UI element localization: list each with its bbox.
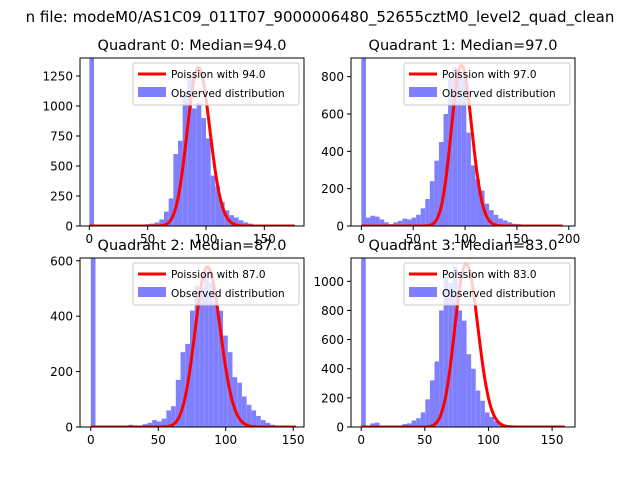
histogram-bar xyxy=(199,288,204,427)
legend-observed-swatch xyxy=(138,287,166,297)
y-tick-label: 0 xyxy=(65,220,73,234)
legend: Poission with 87.0 Observed distribution xyxy=(133,263,299,305)
histogram-bar xyxy=(192,108,197,226)
y-tick-label: 200 xyxy=(321,391,344,405)
y-tick-label: 400 xyxy=(321,145,344,159)
histogram-bar xyxy=(211,176,216,226)
histogram-bar xyxy=(421,208,426,226)
legend: Poission with 97.0 Observed distribution xyxy=(404,63,570,105)
histogram-bar xyxy=(430,181,435,226)
y-tick-label: 200 xyxy=(50,365,73,379)
quadrant-title: Quadrant 3: Median=83.0 xyxy=(369,238,558,254)
quadrant-1-plot-area xyxy=(361,0,562,226)
y-tick-label: 1000 xyxy=(42,100,73,114)
legend-observed-swatch xyxy=(409,287,437,297)
histogram-bar xyxy=(416,215,421,226)
legend: Poission with 94.0 Observed distribution xyxy=(133,63,299,105)
histogram-bar xyxy=(471,369,476,427)
y-tick-label: 0 xyxy=(336,421,344,435)
x-tick-label: 100 xyxy=(477,433,500,447)
quadrant-title: Quadrant 1: Median=97.0 xyxy=(369,38,558,54)
x-tick-label: 0 xyxy=(358,232,366,246)
histogram-bar xyxy=(471,165,476,226)
x-tick-label: 0 xyxy=(87,433,95,447)
histogram-bar xyxy=(425,399,430,427)
legend-observed-swatch xyxy=(409,87,437,97)
x-tick-label: 50 xyxy=(417,433,432,447)
y-tick-label: 250 xyxy=(50,190,73,204)
histogram-bar xyxy=(457,310,462,427)
histogram-bar xyxy=(370,216,375,226)
histogram-bar xyxy=(476,391,481,427)
y-tick-label: 500 xyxy=(50,160,73,174)
x-tick-label: 150 xyxy=(541,433,564,447)
histogram-bar xyxy=(430,380,435,427)
quadrant-0-plot-area xyxy=(89,0,294,226)
y-tick-label: 800 xyxy=(321,304,344,318)
legend-poisson-label: Poission with 97.0 xyxy=(442,69,537,81)
legend-poisson-label: Poission with 87.0 xyxy=(171,269,266,281)
y-tick-label: 750 xyxy=(50,130,73,144)
y-tick-label: 0 xyxy=(336,220,344,234)
histogram-bar xyxy=(467,354,472,427)
legend-observed-label: Observed distribution xyxy=(171,288,285,300)
histogram-bar xyxy=(206,138,211,226)
x-tick-label: 200 xyxy=(557,232,580,246)
y-tick-label: 0 xyxy=(65,421,73,435)
y-tick-label: 600 xyxy=(321,108,344,122)
x-tick-label: 0 xyxy=(357,433,365,447)
histogram-bar xyxy=(489,417,494,427)
legend-observed-label: Observed distribution xyxy=(442,88,556,100)
y-tick-label: 1000 xyxy=(313,275,344,289)
y-tick-label: 1250 xyxy=(42,70,73,84)
histogram-bar xyxy=(466,133,471,226)
histogram-bar xyxy=(462,321,467,427)
histogram-bar xyxy=(201,118,206,226)
histogram-bar xyxy=(361,0,366,226)
legend-poisson-label: Poission with 83.0 xyxy=(442,269,537,281)
y-tick-label: 800 xyxy=(321,70,344,84)
quadrant-title: Quadrant 0: Median=94.0 xyxy=(98,38,287,54)
figure-title: n file: modeM0/AS1C09_011T07_9000006480_… xyxy=(26,8,615,27)
histogram-bar xyxy=(425,199,430,226)
histogram-bar xyxy=(421,412,426,427)
legend-observed-swatch xyxy=(138,87,166,97)
x-tick-label: 50 xyxy=(151,433,166,447)
y-tick-label: 200 xyxy=(321,182,344,196)
legend: Poission with 83.0 Observed distribution xyxy=(404,263,570,305)
histogram-bar xyxy=(480,401,485,427)
histogram-bar xyxy=(89,0,94,226)
y-tick-label: 400 xyxy=(50,310,73,324)
histogram-bar xyxy=(197,102,202,226)
histogram-bar xyxy=(214,302,219,427)
x-tick-label: 0 xyxy=(86,232,94,246)
x-tick-label: 100 xyxy=(214,433,237,447)
quadrant-title: Quadrant 2: Median=87.0 xyxy=(98,238,287,254)
histogram-bar xyxy=(251,410,256,427)
legend-poisson-label: Poission with 94.0 xyxy=(171,69,266,81)
legend-observed-label: Observed distribution xyxy=(442,288,556,300)
histogram-bar xyxy=(485,412,490,427)
y-tick-label: 400 xyxy=(321,362,344,376)
legend-observed-label: Observed distribution xyxy=(171,88,285,100)
x-tick-label: 150 xyxy=(282,433,305,447)
y-tick-label: 600 xyxy=(321,333,344,347)
y-tick-label: 600 xyxy=(50,254,73,268)
